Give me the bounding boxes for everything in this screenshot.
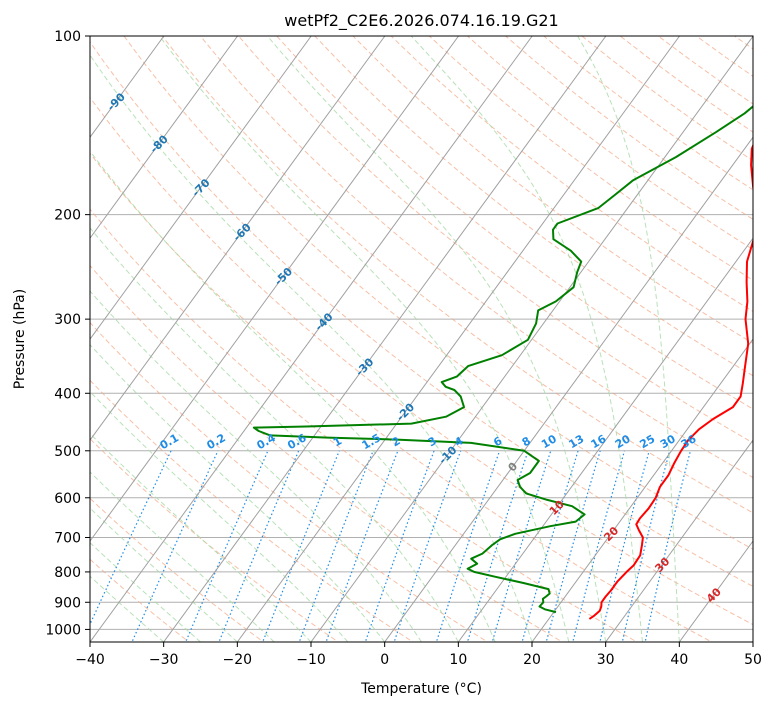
dry-adiabat-line — [90, 208, 639, 642]
mixing-ratio-line — [393, 450, 462, 642]
mixing-ratio-line — [599, 450, 650, 642]
x-tick-label: 50 — [744, 652, 762, 668]
y-axis: 100 200 300 400 500 600 700 800 900 1000 — [45, 29, 90, 638]
plot-area: 0.10.20.40.611.52346810131620253036-100-… — [90, 36, 753, 642]
mixing-ratio-line — [364, 450, 435, 642]
isotherm-line — [163, 36, 607, 642]
mixing-ratio-line — [545, 450, 601, 642]
isotherm-line — [457, 237, 753, 642]
mixing-ratio-line — [435, 450, 501, 642]
x-tick-label: −40 — [75, 652, 105, 668]
moist-adiabat-line — [90, 290, 422, 642]
moist-adiabat-line — [90, 227, 459, 642]
plot-frame — [89, 35, 754, 643]
isotherm-line — [236, 36, 680, 642]
x-tick-label: 20 — [523, 652, 541, 668]
y-tick-label: 700 — [54, 531, 81, 547]
dry-adiabat-line — [352, 36, 753, 344]
y-axis-label: Pressure (hPa) — [12, 289, 28, 389]
dewpoint-profile — [252, 105, 753, 614]
x-tick-label: 30 — [597, 652, 615, 668]
x-tick-label: 0 — [380, 652, 389, 668]
y-tick-label: 1000 — [45, 622, 81, 638]
temperature-profile — [588, 143, 753, 620]
dry-adiabat-line — [90, 264, 564, 642]
dry-adiabat-line — [90, 558, 190, 642]
dry-adiabat-line — [90, 379, 414, 642]
mixing-ratio-line — [325, 450, 399, 642]
x-tick-label: −30 — [149, 652, 179, 668]
y-tick-label: 900 — [54, 595, 81, 611]
dry-adiabat-line — [90, 96, 753, 626]
moist-adiabat-line — [577, 36, 680, 642]
moist-adiabats — [90, 36, 680, 642]
dry-adiabat-line — [390, 36, 753, 312]
moist-adiabat-line — [410, 36, 643, 642]
isotherm-line — [90, 36, 533, 642]
x-axis-label: Temperature (°C) — [360, 681, 482, 697]
isotherm-line — [310, 36, 753, 642]
moist-adiabat-line — [267, 36, 607, 642]
x-tick-label: −20 — [223, 652, 253, 668]
moist-adiabat-line — [90, 150, 496, 642]
moist-adiabat-line — [90, 54, 533, 642]
pressure-gridlines — [90, 36, 753, 630]
mixing-ratio-line — [491, 450, 552, 642]
mixing-ratio-line — [90, 450, 172, 626]
dry-adiabats — [90, 36, 753, 642]
dry-adiabat-line — [90, 41, 753, 587]
mixing-ratio-line — [218, 450, 300, 642]
x-axis: −40 −30 −20 −10 0 10 20 30 40 50 — [75, 642, 762, 668]
y-tick-label: 100 — [54, 29, 81, 45]
x-tick-label: 40 — [670, 652, 688, 668]
x-tick-label: −10 — [296, 652, 326, 668]
moist-adiabat-line — [90, 390, 349, 642]
dry-adiabat-line — [276, 36, 753, 410]
isotherm-line — [531, 338, 753, 642]
y-tick-label: 500 — [54, 444, 81, 460]
sounding-profiles — [252, 105, 753, 620]
mixing-ratio-line — [298, 450, 374, 642]
y-tick-label: 600 — [54, 491, 81, 507]
dry-adiabat-line — [123, 36, 753, 550]
dry-adiabat-line — [238, 36, 753, 444]
isotherm-line — [90, 36, 386, 441]
isotherm-line — [384, 136, 753, 642]
isotherms — [90, 36, 753, 642]
dry-adiabat-line — [90, 438, 340, 642]
y-tick-label: 300 — [54, 312, 81, 328]
mixing-ratio-line — [521, 450, 579, 642]
isotherm-line — [605, 439, 753, 642]
x-tick-label: 10 — [449, 652, 467, 668]
y-tick-label: 800 — [54, 565, 81, 581]
isotherm-line — [90, 36, 238, 240]
y-tick-label: 200 — [54, 208, 81, 224]
mixing-ratio-line — [572, 450, 626, 642]
mixing-ratio-line — [644, 450, 691, 642]
chart-title: wetPf2_C2E6.2026.074.16.19.G21 — [284, 11, 558, 31]
mixing-ratio-line — [621, 450, 671, 642]
y-tick-label: 400 — [54, 386, 81, 402]
